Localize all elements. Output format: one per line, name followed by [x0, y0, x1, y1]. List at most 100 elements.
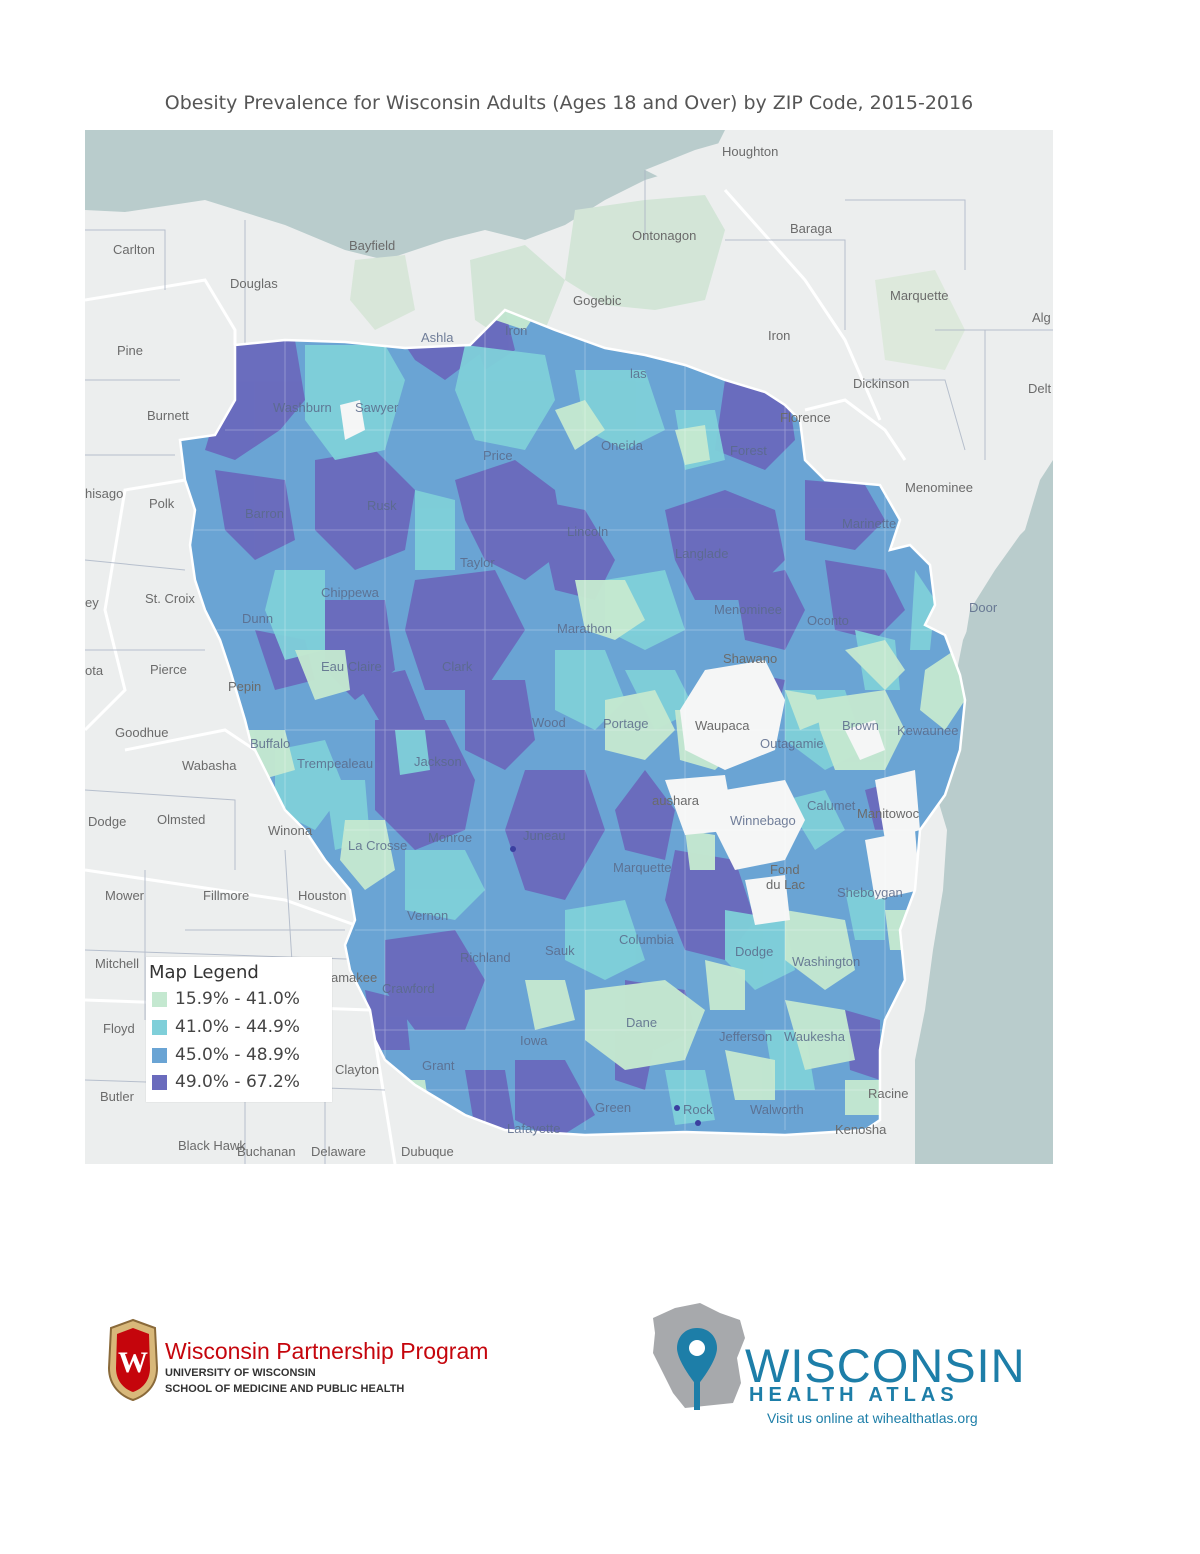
- label-bayfield: Bayfield: [349, 238, 395, 253]
- label-iowa: Iowa: [520, 1033, 548, 1048]
- label-racine: Racine: [868, 1086, 908, 1101]
- label-lafayette: Lafayette: [507, 1121, 561, 1136]
- uw-crest-icon: W: [107, 1318, 159, 1402]
- label-chisago: hisago: [85, 486, 123, 501]
- label-allamakee: amakee: [331, 970, 377, 985]
- label-menominee-wi: Menominee: [714, 602, 782, 617]
- label-ashland: Ashla: [421, 330, 454, 345]
- label-olmsted: Olmsted: [157, 812, 205, 827]
- label-buchanan: Buchanan: [237, 1144, 296, 1159]
- label-fillmore: Fillmore: [203, 888, 249, 903]
- label-carlton: Carlton: [113, 242, 155, 257]
- map-title: Obesity Prevalence for Wisconsin Adults …: [164, 92, 974, 114]
- label-pierce: Pierce: [150, 662, 187, 677]
- label-ey: ey: [85, 595, 99, 610]
- label-la-crosse: La Crosse: [348, 838, 407, 853]
- label-floyd: Floyd: [103, 1021, 135, 1036]
- label-ota: ota: [85, 663, 104, 678]
- label-dane: Dane: [626, 1015, 657, 1030]
- label-fond-du-lac-2: du Lac: [766, 877, 806, 892]
- label-vernon: Vernon: [407, 908, 448, 923]
- label-oneida: Oneida: [601, 438, 644, 453]
- label-forest: Forest: [730, 443, 767, 458]
- choropleth-map[interactable]: Houghton Baraga Ontonagon Marquette Alg …: [85, 130, 1053, 1164]
- label-columbia: Columbia: [619, 932, 675, 947]
- label-lincoln: Lincoln: [567, 524, 608, 539]
- legend-label: 41.0% - 44.9%: [175, 1017, 300, 1037]
- label-waukesha: Waukesha: [784, 1029, 846, 1044]
- legend-item: 49.0% - 67.2%: [152, 1072, 300, 1092]
- label-houston: Houston: [298, 888, 346, 903]
- label-manitowoc: Manitowoc: [857, 806, 920, 821]
- legend-label: 15.9% - 41.0%: [175, 989, 300, 1009]
- legend-label: 45.0% - 48.9%: [175, 1045, 300, 1065]
- label-delaware: Delaware: [311, 1144, 366, 1159]
- label-sauk: Sauk: [545, 943, 575, 958]
- label-iron-wi: Iron: [505, 323, 527, 338]
- label-price: Price: [483, 448, 513, 463]
- label-goodhue: Goodhue: [115, 725, 169, 740]
- label-clayton: Clayton: [335, 1062, 379, 1077]
- forest-bayfield: [350, 255, 415, 330]
- city-marker: [510, 846, 516, 852]
- label-alg: Alg: [1032, 310, 1051, 325]
- wpp-name: Wisconsin Partnership Program: [165, 1338, 489, 1364]
- label-pine: Pine: [117, 343, 143, 358]
- legend-title: Map Legend: [149, 962, 259, 983]
- label-polk: Polk: [149, 496, 175, 511]
- label-ontonagon: Ontonagon: [632, 228, 696, 243]
- label-sheboygan: Sheboygan: [837, 885, 903, 900]
- label-baraga: Baraga: [790, 221, 833, 236]
- legend-swatch: [152, 1047, 167, 1063]
- label-shawano: Shawano: [723, 651, 777, 666]
- wisconsin-health-atlas-logo: WISCONSIN HEALTH ATLAS Visit us online a…: [645, 1298, 1025, 1428]
- legend-item: 45.0% - 48.9%: [152, 1045, 300, 1065]
- label-mower: Mower: [105, 888, 145, 903]
- keweenaw-land: [645, 130, 785, 190]
- label-houghton: Houghton: [722, 144, 778, 159]
- forest-marquette: [875, 270, 965, 370]
- label-juneau: Juneau: [523, 828, 566, 843]
- label-barron: Barron: [245, 506, 284, 521]
- legend-swatch: [152, 1019, 167, 1035]
- label-sawyer: Sawyer: [355, 400, 399, 415]
- label-clark: Clark: [442, 659, 473, 674]
- forest-gogebic: [470, 245, 565, 340]
- label-delt: Delt: [1028, 381, 1052, 396]
- city-marker: [695, 1120, 701, 1126]
- label-langlade: Langlade: [675, 546, 729, 561]
- wha-name: WISCONSIN: [745, 1339, 1026, 1392]
- legend-swatch: [152, 1074, 167, 1090]
- label-outagamie: Outagamie: [760, 736, 824, 751]
- label-marquette-wi: Marquette: [613, 860, 672, 875]
- label-dickinson: Dickinson: [853, 376, 909, 391]
- label-dubuque: Dubuque: [401, 1144, 454, 1159]
- label-trempealeau: Trempealeau: [297, 756, 373, 771]
- wha-subtitle: HEALTH ATLAS: [749, 1384, 959, 1406]
- label-monroe: Monroe: [428, 830, 472, 845]
- map-labels: Houghton Baraga Ontonagon Marquette Alg …: [85, 144, 1052, 1159]
- label-menominee-mi: Menominee: [905, 480, 973, 495]
- label-waushara: aushara: [652, 793, 700, 808]
- zip-group-teal[interactable]: [265, 345, 935, 1125]
- label-door: Door: [969, 600, 998, 615]
- label-marinette: Marinette: [842, 516, 896, 531]
- label-st-croix: St. Croix: [145, 591, 195, 606]
- label-washington: Washington: [792, 954, 860, 969]
- wha-url[interactable]: Visit us online at wihealthatlas.org: [767, 1410, 978, 1426]
- label-kenosha: Kenosha: [835, 1122, 887, 1137]
- label-richland: Richland: [460, 950, 511, 965]
- label-rusk: Rusk: [367, 498, 397, 513]
- city-marker: [674, 1105, 680, 1111]
- map-legend: Map Legend 15.9% - 41.0% 41.0% - 44.9% 4…: [146, 957, 332, 1102]
- label-chippewa: Chippewa: [321, 585, 380, 600]
- label-green: Green: [595, 1100, 631, 1115]
- label-wood: Wood: [532, 715, 566, 730]
- label-calumet: Calumet: [807, 798, 856, 813]
- label-jefferson: Jefferson: [719, 1029, 772, 1044]
- label-pepin: Pepin: [228, 679, 261, 694]
- label-winnebago: Winnebago: [730, 813, 796, 828]
- label-portage: Portage: [603, 716, 649, 731]
- county-lines: [85, 170, 1053, 1164]
- label-black-hawk: Black Hawk: [178, 1138, 246, 1153]
